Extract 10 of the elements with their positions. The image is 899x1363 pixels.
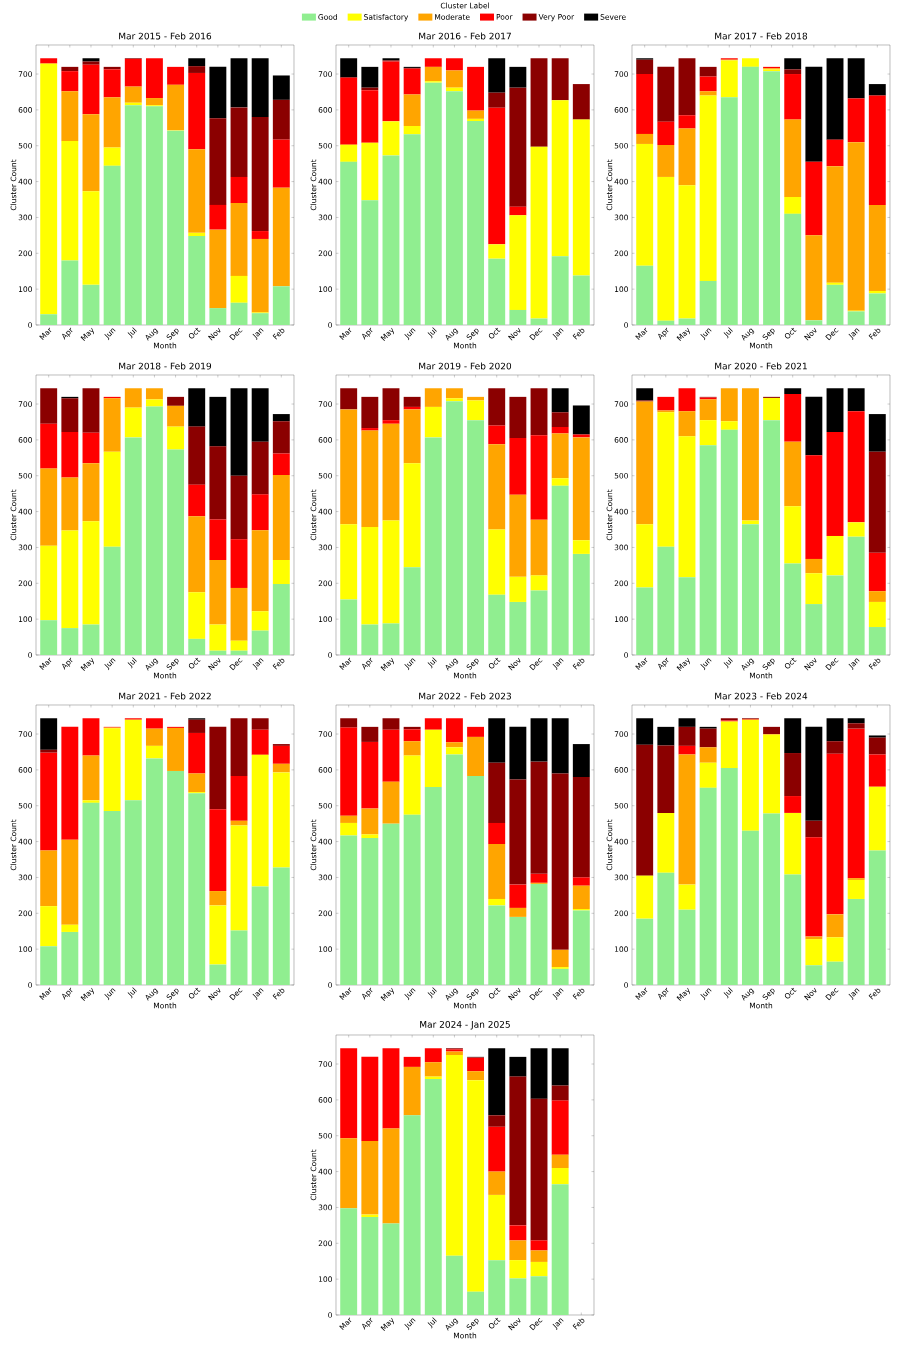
chart-title: Mar 2015 - Feb 2016 <box>119 32 212 40</box>
chart-title: Mar 2024 - Jan 2025 <box>420 1020 510 1030</box>
chart-title: Mar 2022 - Feb 2023 <box>419 692 511 700</box>
chart-title: Mar 2016 - Feb 2017 <box>419 32 511 40</box>
chart-title: Mar 2017 - Feb 2018 <box>715 32 808 40</box>
chart-title: Mar 2023 - Feb 2024 <box>715 692 808 700</box>
chart-title: Mar 2019 - Feb 2020 <box>419 362 512 370</box>
chart-title: Mar 2021 - Feb 2022 <box>119 692 211 700</box>
chart-title: Mar 2020 - Feb 2021 <box>715 362 807 370</box>
chart-title: Mar 2018 - Feb 2019 <box>119 362 212 370</box>
